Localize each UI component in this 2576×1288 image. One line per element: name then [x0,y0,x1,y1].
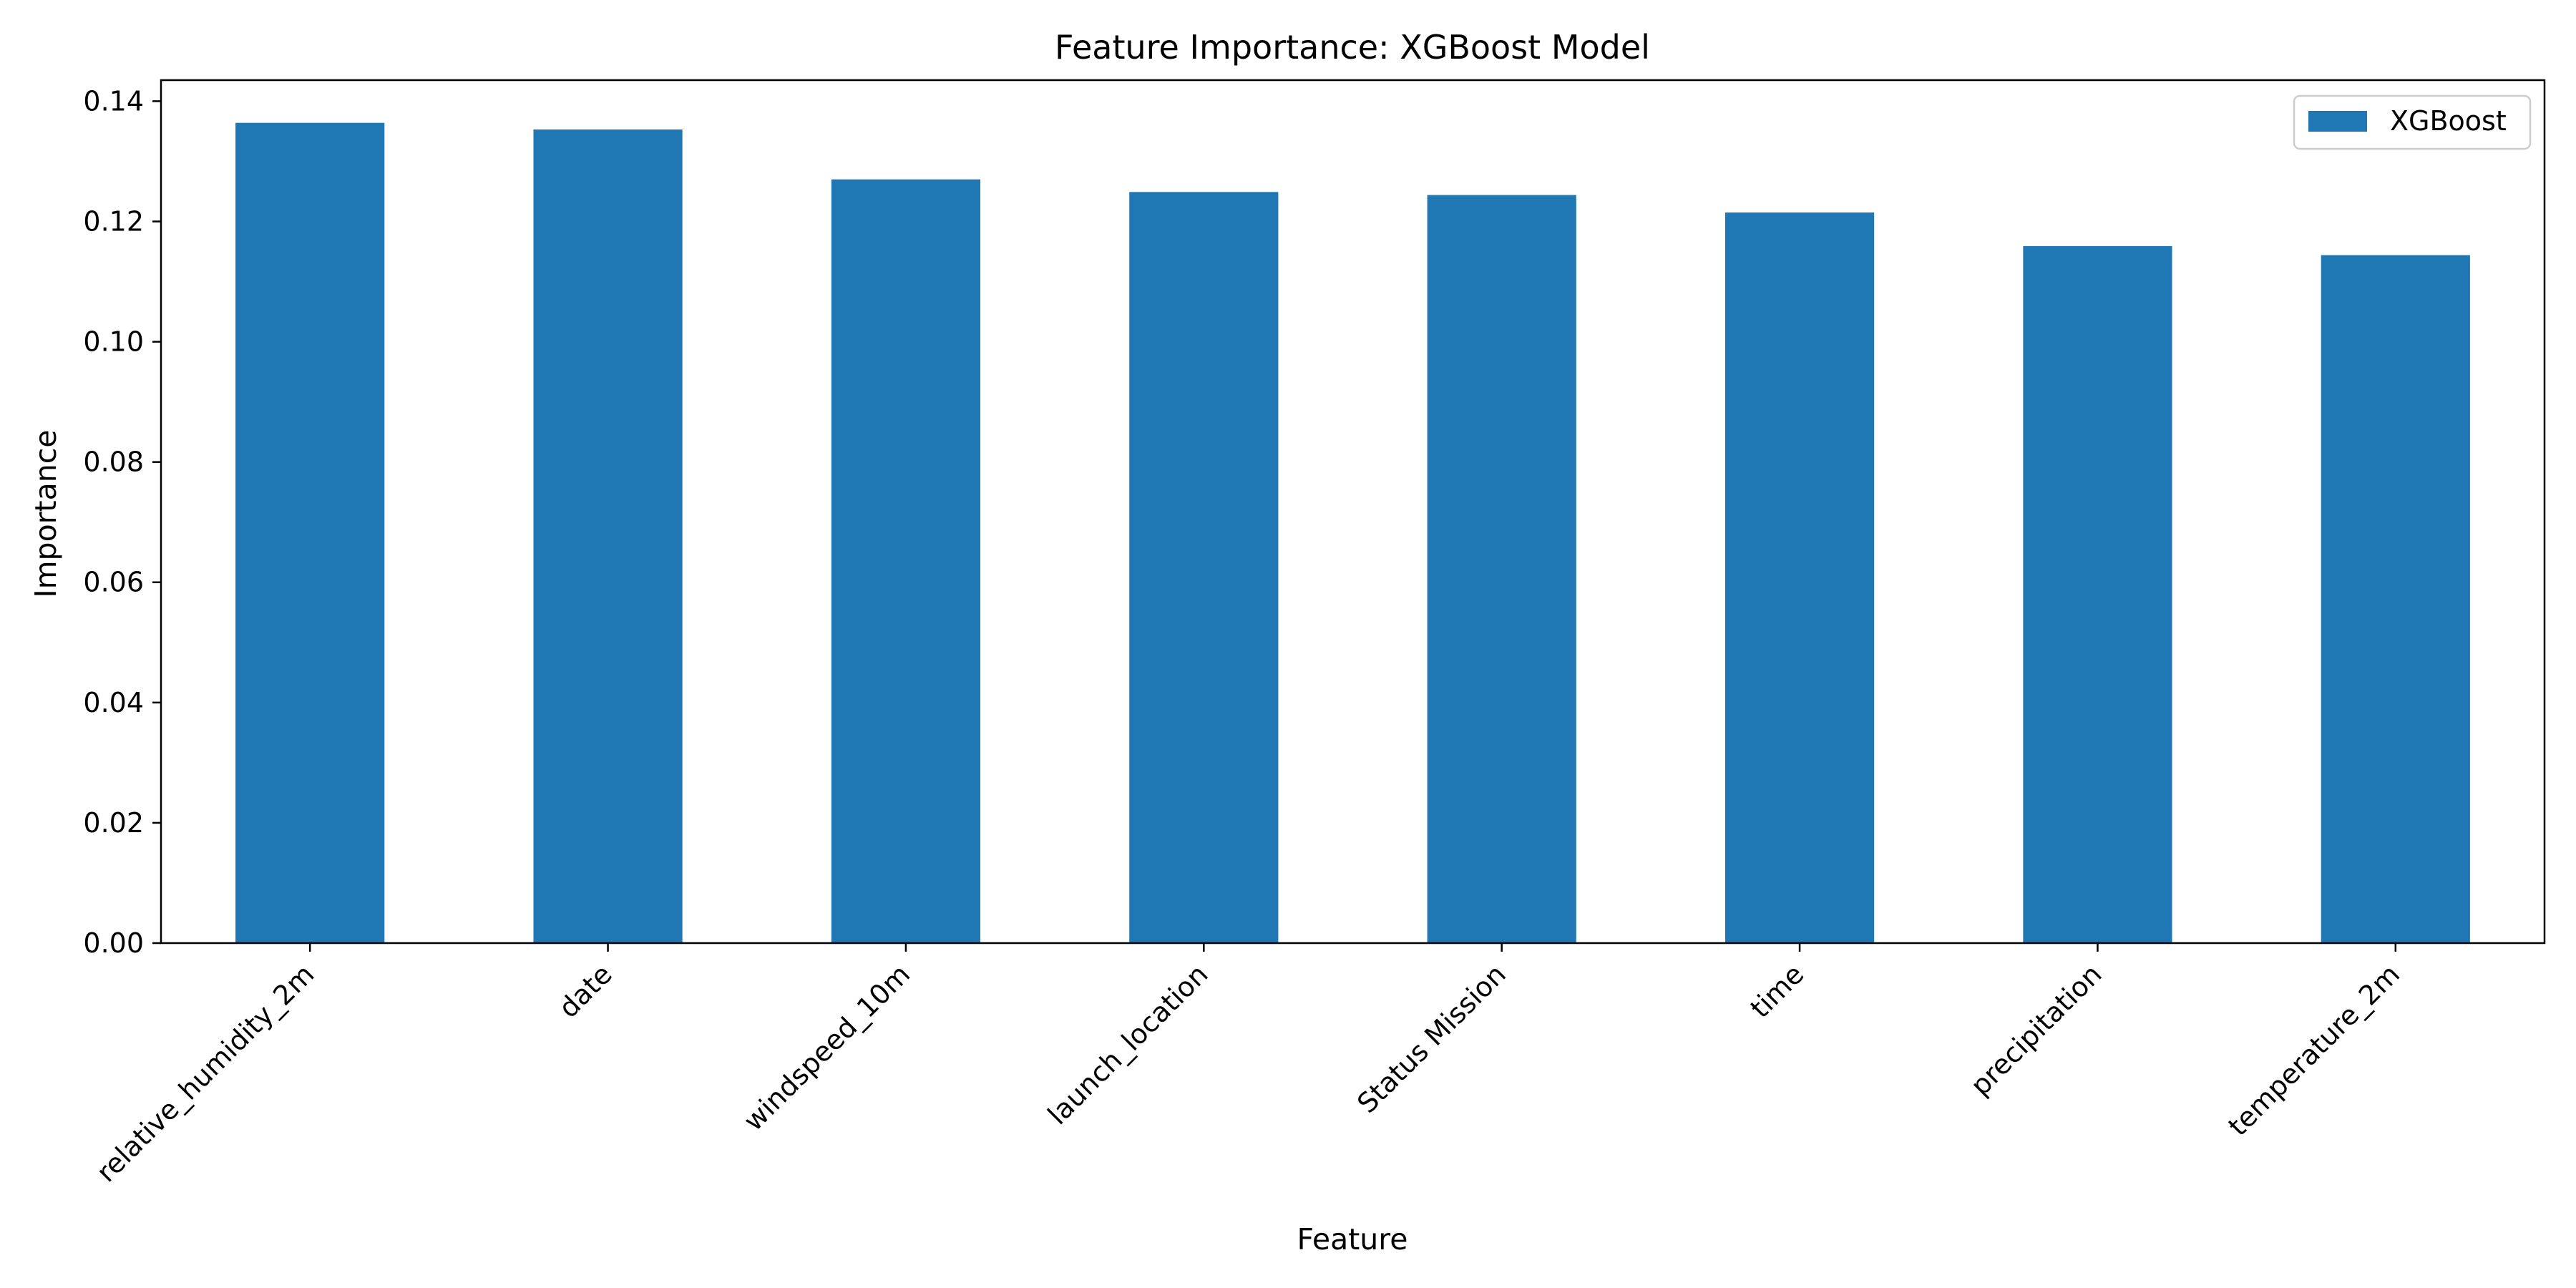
legend: XGBoost [2293,94,2532,150]
bar-launch-location [1129,192,1279,944]
bar-relative-humidity-2m [235,122,385,944]
y-tick-label: 0.14 [83,85,144,117]
y-tick-label: 0.10 [83,326,144,358]
y-axis-label: Importance [29,430,63,598]
y-tick-label: 0.00 [83,927,144,959]
bar-status-mission [1427,195,1576,943]
legend-label: XGBoost [2390,105,2507,137]
bar-precipitation [2023,245,2172,943]
y-axis: 0.00 0.02 0.04 0.06 0.08 0.10 0.12 0.14 [83,85,161,959]
x-axis-label: Feature [1297,1222,1408,1257]
plot-frame [160,79,2546,945]
bar-date [533,129,683,943]
bar-temperature-2m [2321,255,2470,944]
legend-box [2293,94,2532,150]
legend-swatch [2308,111,2367,132]
bar-windspeed-10m [831,179,981,944]
y-tick-label: 0.06 [83,567,144,598]
y-tick-label: 0.04 [83,687,144,718]
chart-title: Feature Importance: XGBoost Model [1055,28,1650,67]
y-tick-label: 0.08 [83,447,144,478]
bar-time [1724,212,1875,944]
y-tick-label: 0.02 [83,807,144,839]
y-tick-label: 0.12 [83,205,144,237]
bars-group [235,122,2470,944]
